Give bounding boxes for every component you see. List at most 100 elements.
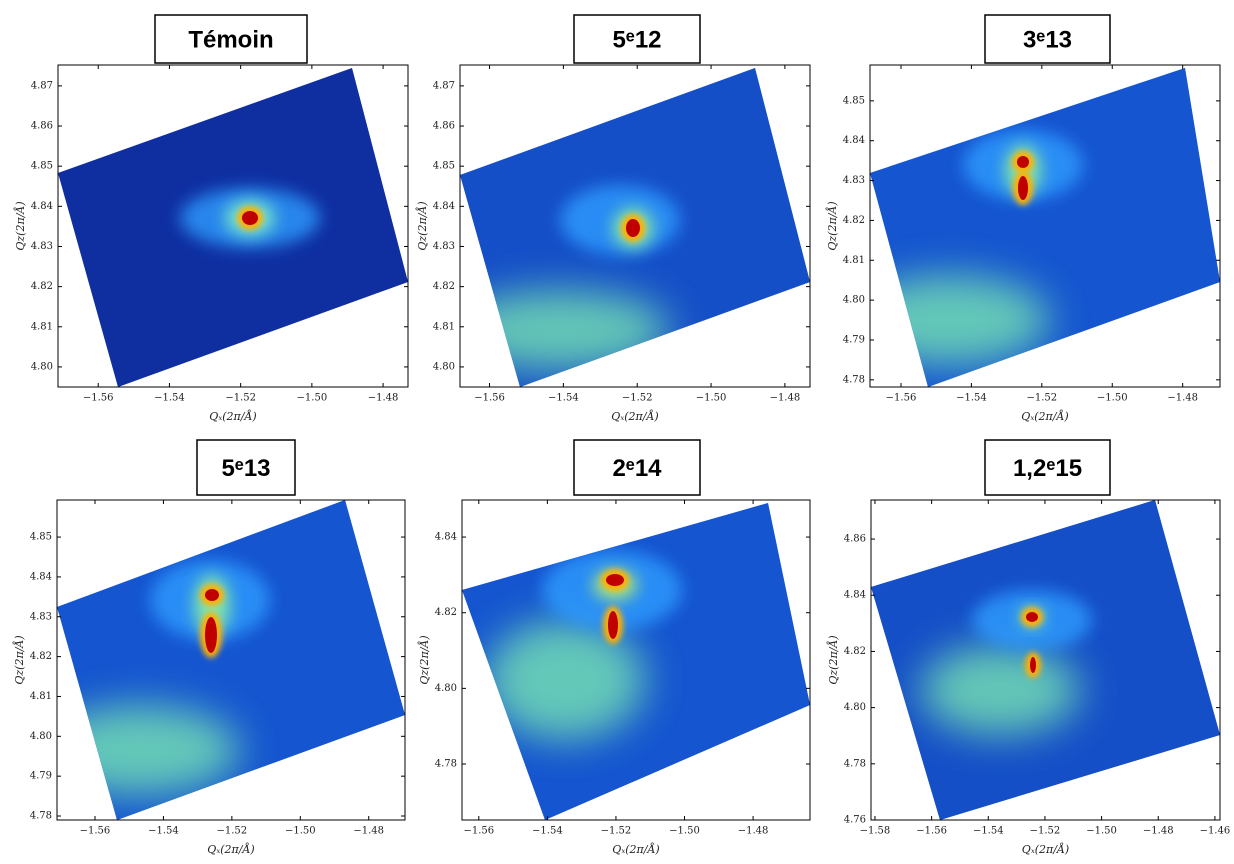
x-tick-label: −1.56 [463,826,494,837]
y-axis-label: Qz(2π/Å) [12,635,26,684]
x-tick-label: −1.56 [474,393,505,404]
y-axis-label: Qz(2π/Å) [825,201,839,250]
peak [1030,657,1036,673]
y-tick-label: 4.84 [843,135,865,146]
panel-title: 5ᵉ13 [221,455,270,482]
y-tick-label: 4.80 [843,295,865,306]
x-axis-label: Qₓ(2π/Å) [612,842,659,856]
y-tick-label: 4.82 [435,607,457,618]
y-tick-label: 4.85 [433,161,455,172]
x-tick-label: −1.56 [83,393,114,404]
x-tick-label: −1.52 [1030,826,1061,837]
y-tick-label: 4.84 [31,201,53,212]
x-tick-label: −1.54 [154,393,185,404]
x-axis-label: Qₓ(2π/Å) [611,409,658,423]
title-box [573,14,701,64]
x-tick-label: −1.50 [669,826,700,837]
y-tick-label: 4.82 [31,281,53,292]
y-tick-label: 4.87 [433,80,455,91]
x-tick-label: −1.58 [860,826,891,837]
x-tick-label: −1.50 [285,826,316,837]
x-tick-label: −1.54 [532,826,563,837]
y-axis-label: Qz(2π/Å) [13,201,27,250]
diffuse-scatter [485,620,645,740]
y-tick-label: 4.78 [844,758,866,769]
x-tick-label: −1.56 [80,826,111,837]
y-tick-label: 4.86 [433,121,455,132]
y-axis-label: Qz(2π/Å) [415,201,429,250]
heatmap-image [460,68,810,387]
y-axis-label: Qz(2π/Å) [417,635,431,684]
title-box [154,14,308,64]
x-axis-label: Qₓ(2π/Å) [207,842,254,856]
peak [626,219,640,237]
panel: 5ᵉ12 −1.56 −1.54 −1.52 −1.50 −1.48 4.80 4.81 4.8… [415,14,811,423]
x-tick-label: −1.52 [601,826,632,837]
axes-frame [57,64,409,388]
y-tick-label: 4.84 [433,201,455,212]
x-tick-label: −1.50 [696,393,727,404]
y-tick-label: 4.80 [435,683,457,694]
heatmap-image [871,500,1220,820]
y-tick-label: 4.80 [31,361,53,372]
peak [606,574,624,586]
y-tick-label: 4.83 [433,241,455,252]
title-box [196,439,296,496]
x-tick-label: −1.48 [353,826,384,837]
axes-frame [869,64,1221,388]
y-tick-label: 4.87 [31,80,53,91]
y-tick-label: 4.79 [30,771,52,782]
x-axis-label: Qₓ(2π/Å) [209,409,256,423]
panel-title: 3ᵉ13 [1023,26,1072,53]
y-tick-label: 4.80 [844,702,866,713]
x-tick-label: −1.56 [886,393,917,404]
x-tick-label: −1.54 [148,826,179,837]
x-tick-label: −1.48 [1167,393,1198,404]
peak [1018,176,1028,200]
panel: 1,2ᵉ15 −1.58 −1.56 −1.54 −1.52 −1.50 −1.48 −1.4… [826,439,1231,856]
peak [242,211,258,225]
heatmap-image [58,68,408,387]
x-tick-label: −1.52 [225,393,256,404]
panel: 3ᵉ13 −1.56 −1.54 −1.52 −1.50 −1.48 4.78 4.79 4.8… [825,14,1221,423]
y-tick-label: 4.84 [30,571,52,582]
panel: 2ᵉ14 −1.56 −1.54 −1.52 −1.50 −1.48 4.78 4.80 4.8… [417,439,811,856]
x-tick-label: −1.48 [738,826,769,837]
y-tick-label: 4.86 [31,121,53,132]
x-tick-label: −1.50 [1097,393,1128,404]
y-tick-label: 4.83 [30,611,52,622]
y-axis-label: Qz(2π/Å) [826,635,840,684]
peak [608,611,618,639]
peak [205,589,219,601]
x-tick-label: −1.48 [1143,826,1174,837]
axes-frame [459,64,811,388]
title-box [573,439,701,496]
peak [1026,612,1038,622]
y-tick-label: 4.80 [433,361,455,372]
x-axis-label: Qₓ(2π/Å) [1021,409,1068,423]
y-tick-label: 4.76 [844,815,866,826]
y-tick-label: 4.82 [433,281,455,292]
y-tick-label: 4.85 [31,161,53,172]
x-tick-label: −1.52 [217,826,248,837]
peak [1017,156,1029,168]
x-tick-label: −1.52 [622,393,653,404]
x-tick-label: −1.56 [916,826,947,837]
panel-title: 2ᵉ14 [612,455,662,482]
y-tick-label: 4.83 [843,175,865,186]
y-tick-label: 4.82 [843,215,865,226]
y-tick-label: 4.85 [843,95,865,106]
x-axis-label: Qₓ(2π/Å) [1022,842,1069,856]
y-tick-label: 4.86 [844,534,866,545]
y-tick-label: 4.83 [31,241,53,252]
axes-frame [461,499,811,821]
x-tick-label: −1.50 [297,393,328,404]
y-tick-label: 4.84 [435,532,457,543]
y-tick-label: 4.80 [30,731,52,742]
x-tick-label: −1.46 [1200,826,1231,837]
y-tick-label: 4.78 [435,759,457,770]
y-tick-label: 4.82 [844,646,866,657]
y-tick-label: 4.78 [30,811,52,822]
heatmap-image [462,503,810,820]
